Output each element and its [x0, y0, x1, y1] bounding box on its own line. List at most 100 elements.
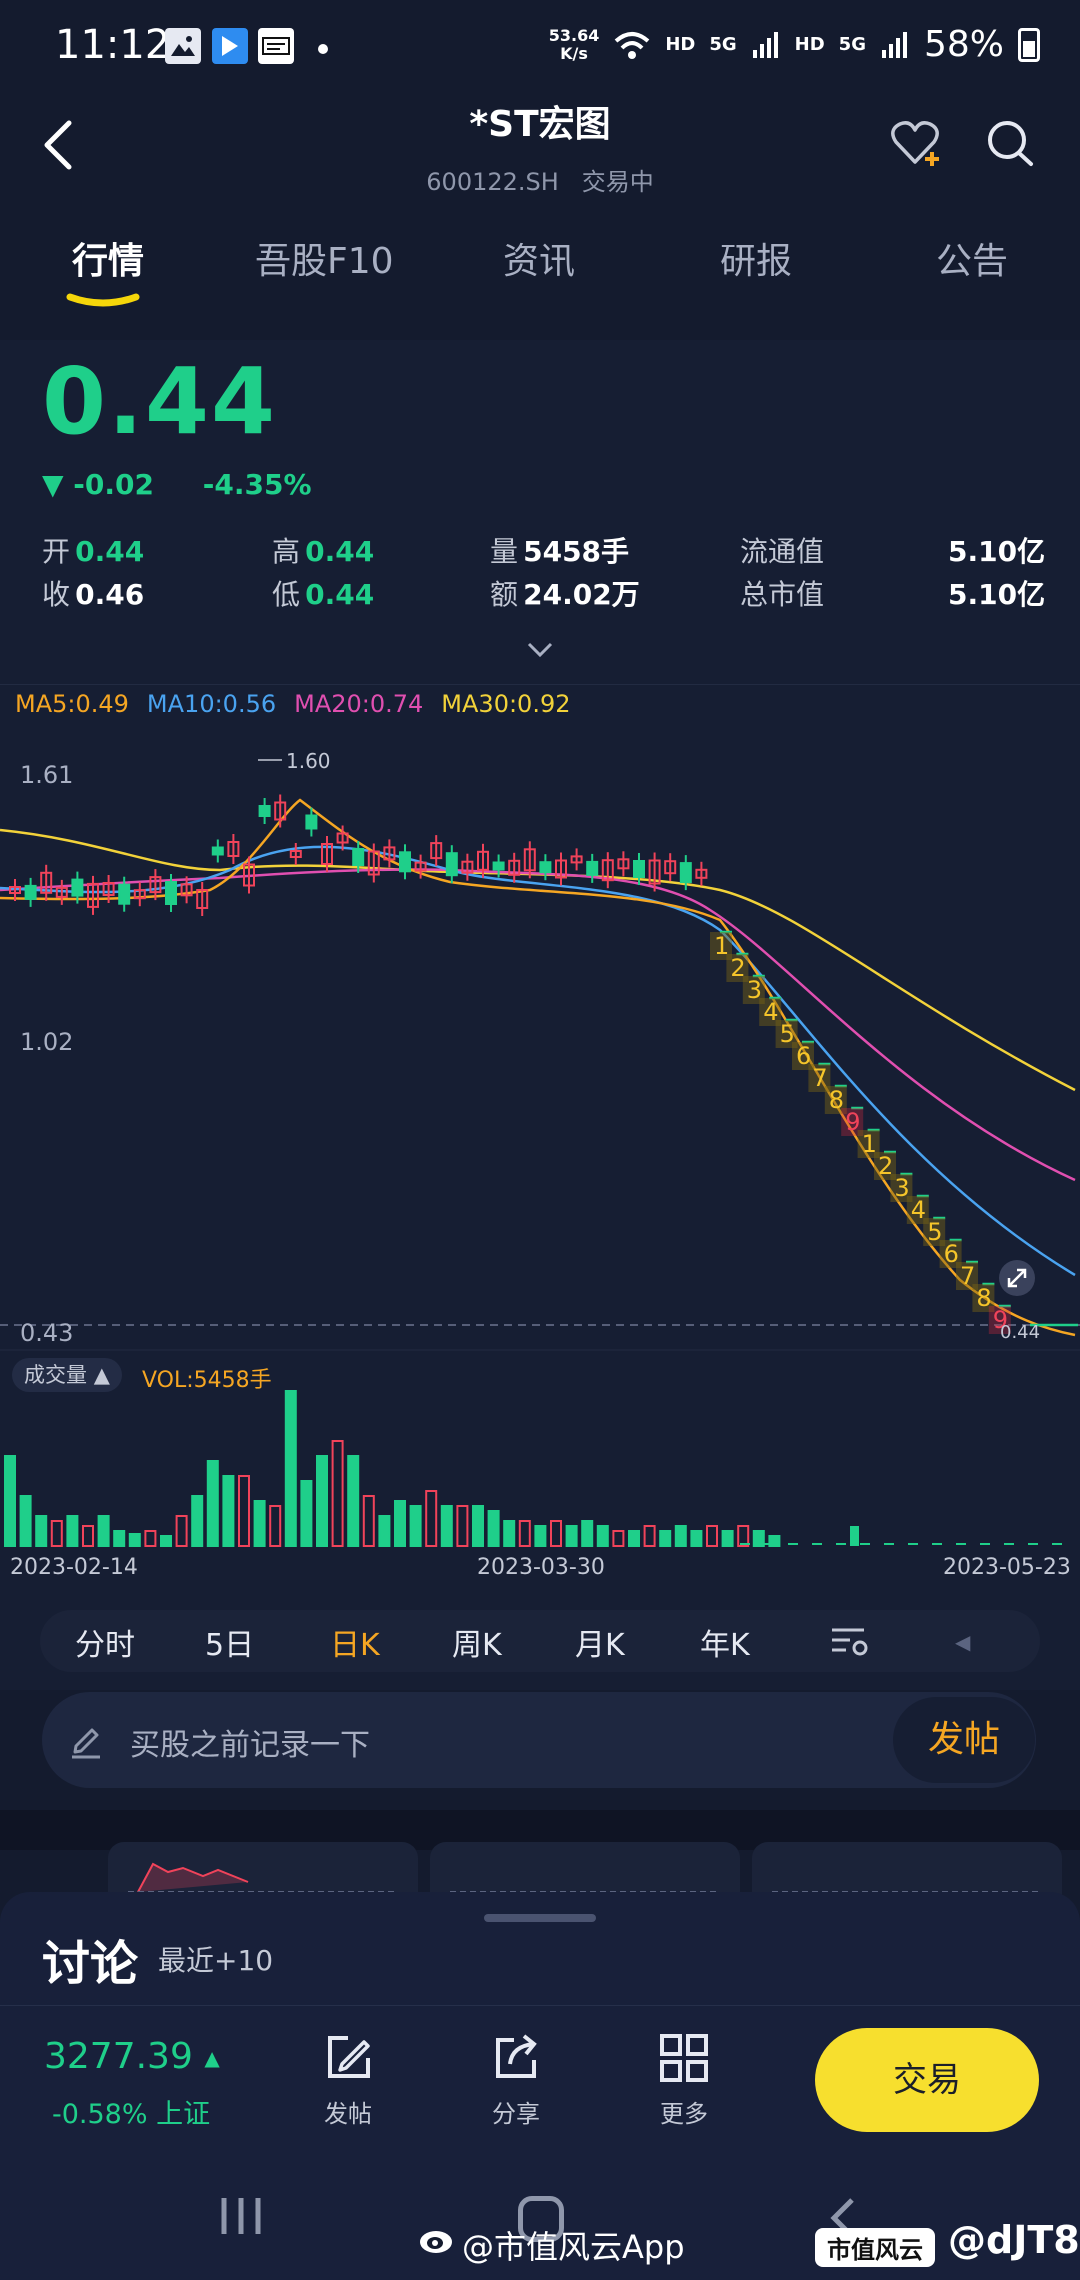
tab-quote[interactable]: 行情 [72, 241, 145, 282]
trading-status: 交易中 [581, 168, 654, 196]
sequence-badge [890, 1174, 913, 1202]
fullscreen-button[interactable] [999, 1260, 1035, 1296]
sheet-drag-handle[interactable] [484, 1914, 596, 1922]
candle-body [258, 805, 271, 817]
volume-bar [253, 1500, 266, 1547]
high-label: 高 [272, 535, 301, 568]
volume-label: 量 [490, 535, 519, 568]
sequence-label: 7 [960, 1262, 975, 1290]
candle-body [55, 886, 68, 898]
volume-bar [596, 1525, 609, 1547]
share-toolbar-button[interactable] [490, 2032, 542, 2084]
candle-body [227, 841, 240, 857]
volume-bar [456, 1505, 469, 1547]
candle-body [149, 876, 162, 894]
volume-bar [581, 1520, 594, 1547]
candle-body [430, 842, 443, 860]
period-yearly[interactable]: 年K [700, 1628, 750, 1663]
volume-bar [472, 1505, 484, 1547]
search-button[interactable] [985, 118, 1035, 168]
volume-bar [97, 1515, 110, 1547]
nav-recents-button[interactable] [218, 2196, 264, 2236]
sequence-label: 3 [894, 1174, 909, 1202]
candle-body [274, 801, 287, 821]
sequence-label: 4 [911, 1196, 926, 1224]
note-placeholder[interactable]: 买股之前记录一下 [130, 1728, 370, 1763]
sequence-label: 2 [730, 954, 745, 982]
volume-indicator-selector[interactable]: 成交量 ▲ [12, 1358, 122, 1392]
volume-bar [191, 1495, 204, 1547]
nav-home-button[interactable] [518, 2196, 564, 2242]
volume-bar [565, 1525, 578, 1547]
period-monthly[interactable]: 月K [575, 1628, 625, 1663]
discussion-title[interactable]: 讨论 [42, 1936, 139, 1992]
period-weekly[interactable]: 周K [452, 1628, 502, 1663]
volume-indicator-label: 成交量 [24, 1363, 87, 1387]
volume-indicator-value: VOL:5458手 [142, 1368, 272, 1393]
period-intraday[interactable]: 分时 [75, 1628, 135, 1663]
float-cap-label: 流通值 [740, 535, 825, 568]
post-toolbar-button[interactable] [322, 2032, 374, 2084]
tab-news[interactable]: 资讯 [503, 241, 576, 282]
edit-square-icon [328, 2036, 370, 2078]
candle-body [352, 848, 365, 866]
period-selector [40, 1610, 1040, 1672]
candle-body [305, 814, 318, 830]
candle-body [40, 871, 53, 894]
note-input-bar[interactable] [42, 1692, 1036, 1788]
tab-research[interactable]: 研报 [720, 241, 793, 282]
volume-bar [737, 1525, 750, 1547]
volume-bar [425, 1490, 438, 1547]
x-axis-end-date: 2023-05-23 [943, 1555, 1071, 1580]
hd-indicator-2: HD [794, 34, 825, 55]
candle-body [383, 846, 396, 861]
candle-body [508, 859, 521, 876]
period-daily[interactable]: 日K [330, 1628, 380, 1663]
expand-quote-button[interactable] [525, 640, 555, 660]
chart-settings-button[interactable] [830, 1624, 870, 1664]
candle-body [118, 883, 131, 905]
candle-body [336, 832, 349, 844]
edit-icon [68, 1720, 104, 1760]
close-label: 收 [42, 578, 71, 611]
post-button[interactable]: 发帖 [893, 1697, 1035, 1783]
candle-body [71, 878, 84, 897]
ma5-label: MA5:0.49 [15, 690, 129, 718]
watermark-handle: @dJT8 [948, 2218, 1080, 2262]
ma20-line [0, 868, 1076, 1182]
period-5day[interactable]: 5日 [205, 1628, 255, 1663]
stock-title: *ST宏图 [469, 104, 611, 145]
ma20-label: MA20:0.74 [294, 690, 424, 718]
back-button[interactable] [35, 115, 85, 175]
battery-icon [1018, 27, 1040, 62]
candle-body [523, 848, 536, 872]
sequence-badge [988, 1306, 1011, 1334]
total-cap-value: 5.10亿 [948, 578, 1046, 611]
status-bar: 11:12 53.64 K/s HD 5G HD 5G 58% [0, 0, 1080, 100]
sequence-badge [742, 976, 765, 1004]
candle-body [414, 861, 427, 872]
tab-announcements[interactable]: 公告 [936, 241, 1009, 282]
sequence-label: 8 [829, 1086, 844, 1114]
share-toolbar-label: 分享 [492, 2100, 540, 2128]
add-favorite-button[interactable] [890, 118, 944, 168]
volume-bar [316, 1455, 328, 1547]
collapse-arrow-icon[interactable]: ◀ [955, 1630, 971, 1654]
sequence-label: 8 [976, 1284, 991, 1312]
tab-f10[interactable]: 吾股F10 [255, 241, 394, 282]
tab-active-indicator [66, 292, 140, 307]
candle-body [617, 858, 630, 870]
sequence-label: 7 [812, 1064, 827, 1092]
trade-button[interactable]: 交易 [815, 2028, 1039, 2132]
more-toolbar-button[interactable] [658, 2032, 710, 2084]
index-ticker[interactable]: 3277.39 ▲ [44, 2036, 220, 2077]
chevron-left-icon [44, 120, 72, 170]
sequence-label: 5 [927, 1218, 942, 1246]
status-time: 11:12 [55, 22, 171, 68]
volume-stat: 量 5458手 [490, 530, 629, 570]
volume-bar [394, 1500, 406, 1547]
volume-bar [378, 1515, 391, 1547]
close-value: 0.46 [75, 578, 145, 611]
x-axis-mid-date: 2023-03-30 [477, 1555, 605, 1580]
